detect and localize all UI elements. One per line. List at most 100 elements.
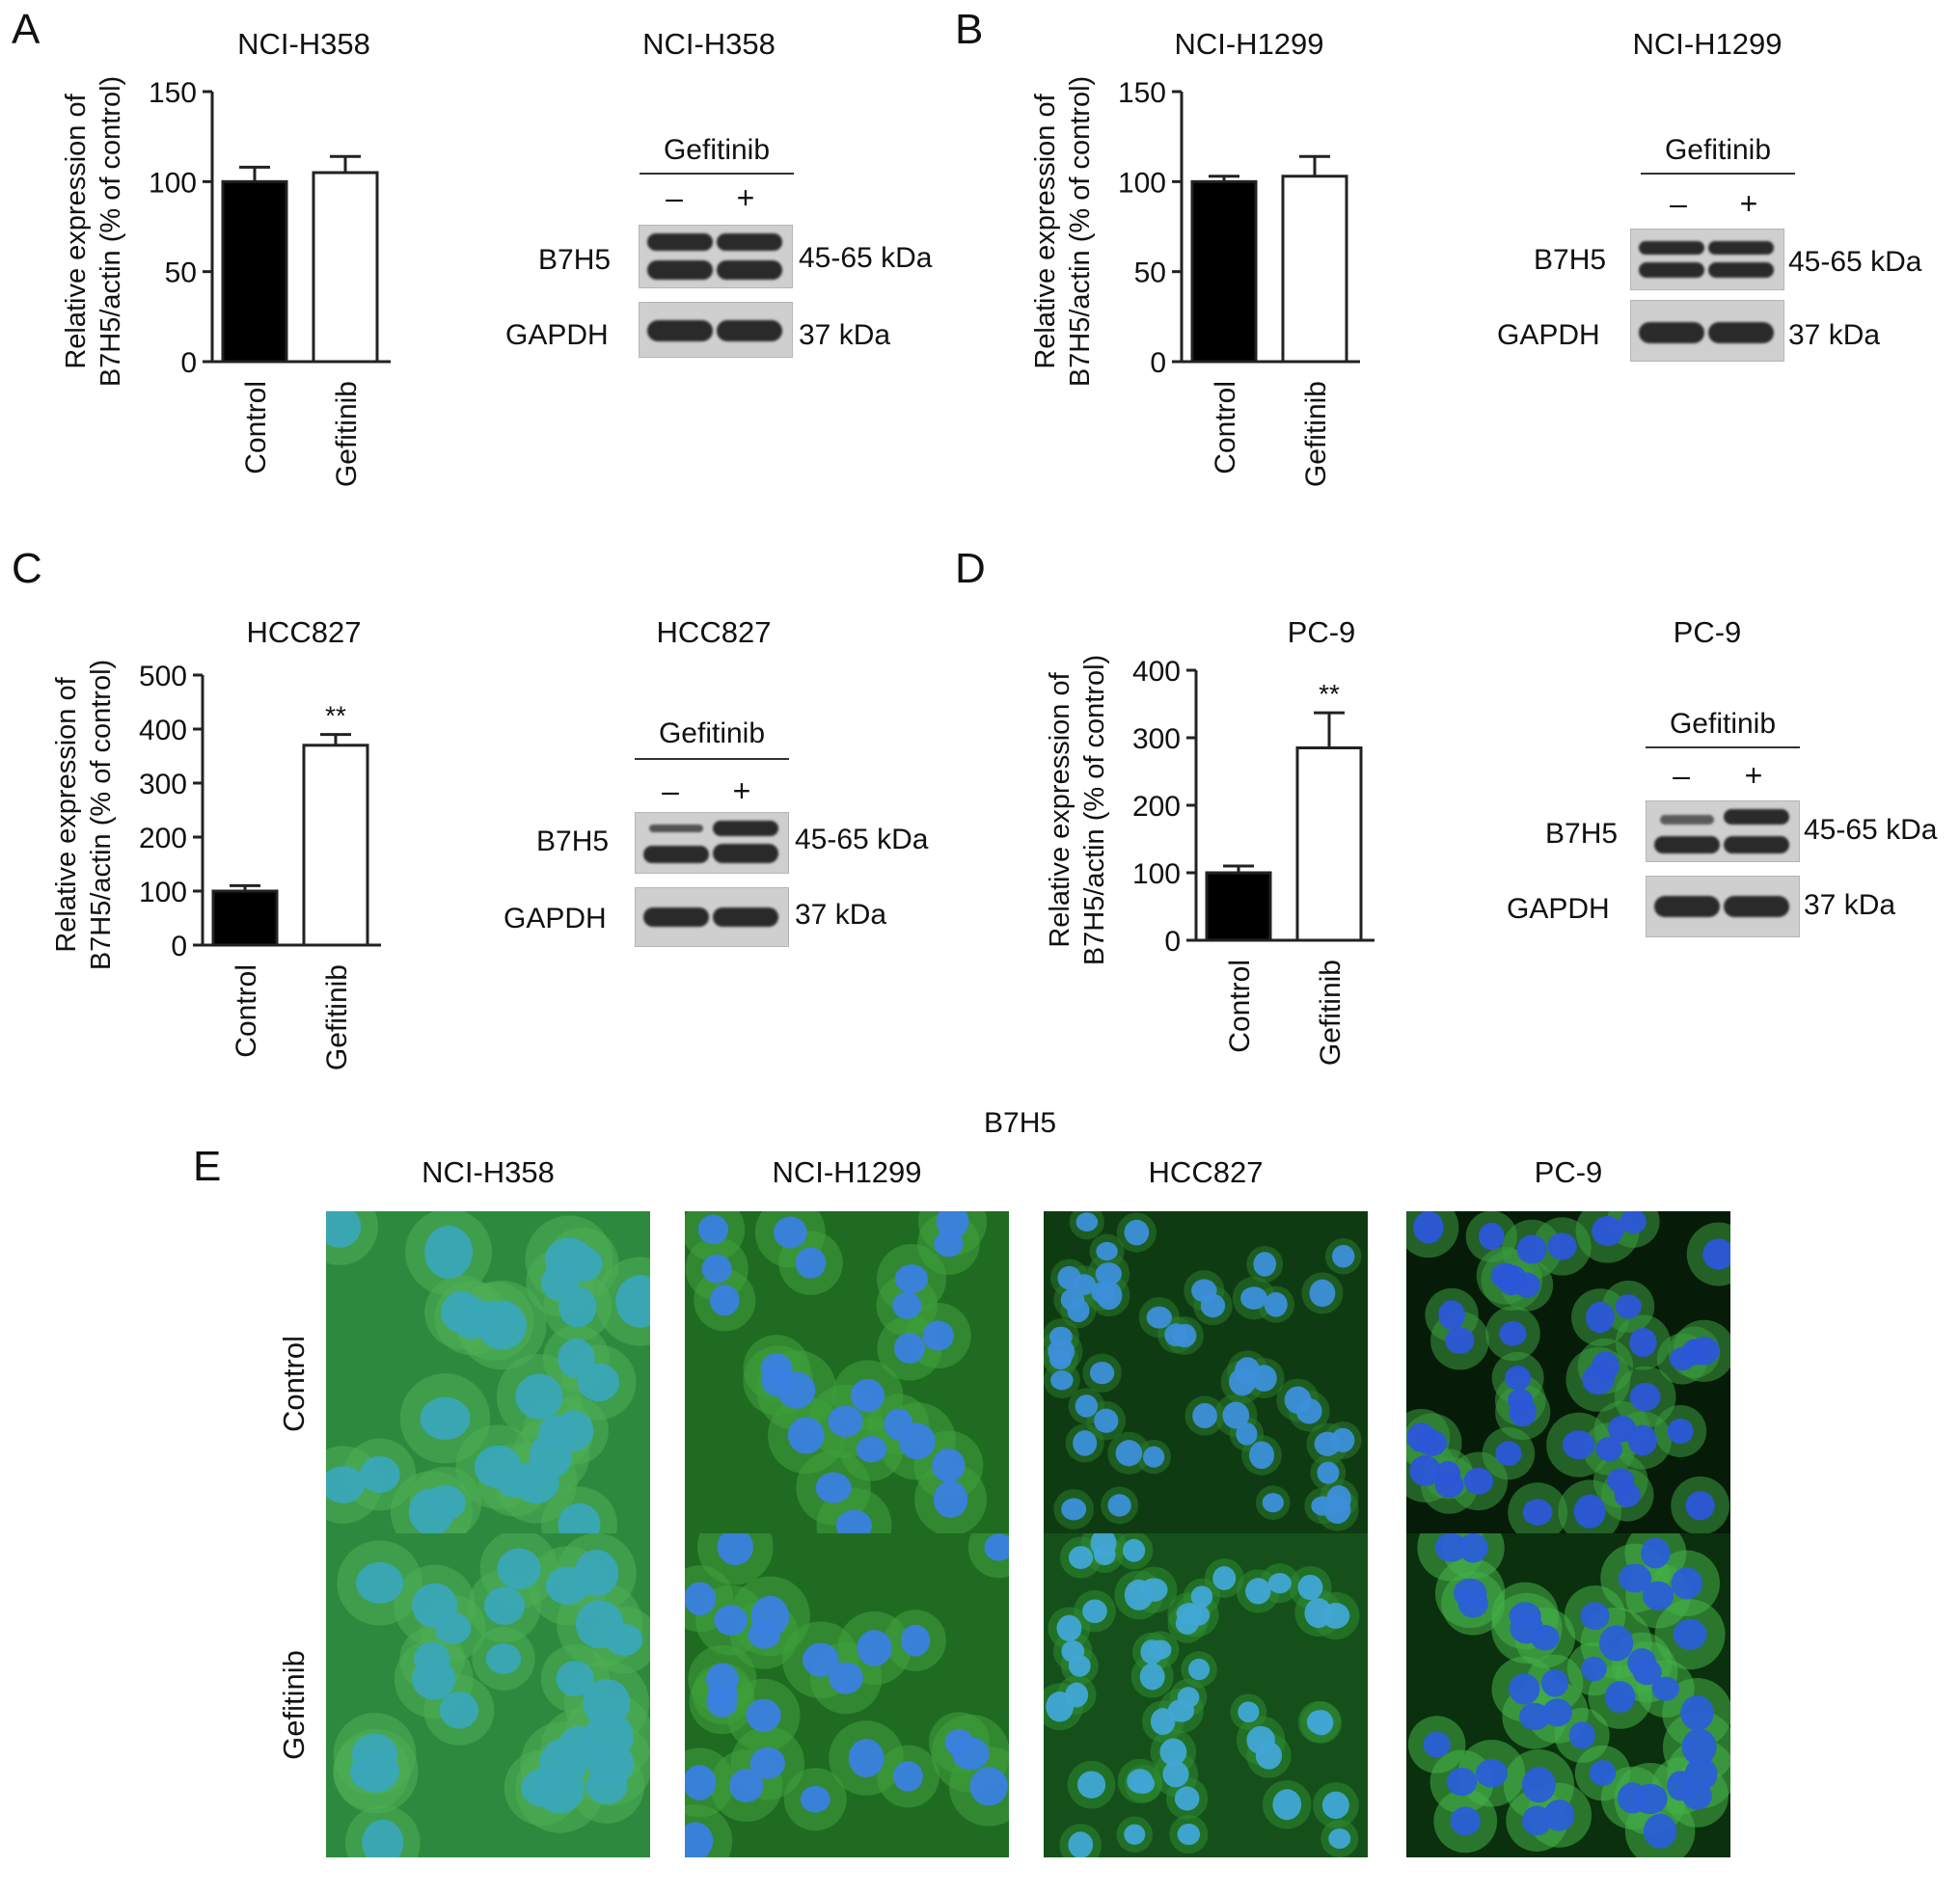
nucleus bbox=[1228, 1367, 1256, 1396]
y-tick-label: 100 bbox=[149, 167, 197, 199]
nucleus bbox=[1072, 1274, 1097, 1295]
western-blot-c: Gefitinib – + B7H5 45-65 kDa GAPDH 37 kD… bbox=[500, 716, 963, 957]
western-blot-b: Gefitinib – + B7H5 45-65 kDa GAPDH 37 kD… bbox=[1493, 130, 1956, 371]
nucleus bbox=[615, 1275, 650, 1328]
y-axis-label: B7H5/actin (% of control) bbox=[86, 660, 117, 970]
y-tick-label: 150 bbox=[1118, 77, 1166, 109]
b7h5-size-label: 45-65 kDa bbox=[795, 824, 929, 855]
nucleus bbox=[1140, 1578, 1168, 1602]
b7h5-blot-image bbox=[639, 225, 793, 288]
nucleus bbox=[717, 1533, 753, 1566]
gapdh-label: GAPDH bbox=[505, 319, 609, 351]
nucleus bbox=[857, 1630, 892, 1666]
treatment-label: Gefitinib bbox=[1669, 708, 1777, 740]
nucleus bbox=[1540, 1668, 1568, 1697]
chart-title-b: NCI-H1299 bbox=[1174, 27, 1324, 61]
gapdh-blot-image bbox=[635, 887, 789, 947]
b7h5-label: B7H5 bbox=[538, 244, 612, 276]
micrograph bbox=[685, 1211, 1009, 1535]
gapdh-size-label: 37 kDa bbox=[795, 899, 887, 931]
blot-title-c: HCC827 bbox=[656, 615, 772, 649]
nucleus bbox=[760, 1353, 793, 1384]
nucleus bbox=[1673, 1618, 1707, 1650]
nucleus bbox=[1089, 1362, 1115, 1385]
plus-sign: + bbox=[1739, 186, 1758, 221]
x-tick-label: Gefitinib bbox=[1300, 381, 1332, 487]
column-label-nci-h1299: NCI-H1299 bbox=[772, 1155, 922, 1189]
y-tick-label: 500 bbox=[139, 661, 187, 692]
nucleus bbox=[802, 1642, 839, 1677]
nucleus bbox=[515, 1373, 563, 1420]
nucleus bbox=[1267, 1573, 1292, 1594]
micrograph bbox=[1044, 1211, 1368, 1535]
nucleus bbox=[1311, 1496, 1334, 1516]
y-tick-label: 400 bbox=[1132, 656, 1181, 688]
y-tick-label: 100 bbox=[139, 877, 187, 908]
y-tick-label: 300 bbox=[139, 769, 187, 800]
nucleus bbox=[1445, 1327, 1475, 1354]
nucleus bbox=[922, 1320, 954, 1351]
bar-control bbox=[211, 889, 279, 947]
nucleus bbox=[1681, 1339, 1707, 1366]
x-tick-label: Control bbox=[1210, 381, 1241, 474]
nucleus bbox=[1132, 1773, 1156, 1794]
nucleus bbox=[1685, 1491, 1715, 1521]
western-blot-a: Gefitinib – + B7H5 45-65 kDa GAPDH 37 kD… bbox=[502, 130, 965, 371]
nucleus bbox=[969, 1767, 1008, 1806]
nucleus bbox=[1328, 1827, 1351, 1850]
nucleus bbox=[439, 1692, 479, 1729]
nucleus bbox=[1175, 1612, 1199, 1635]
nucleus bbox=[545, 1566, 590, 1605]
b7h5-size-label: 45-65 kDa bbox=[1804, 814, 1938, 846]
nucleus bbox=[424, 1226, 474, 1279]
nucleus bbox=[1671, 1567, 1703, 1600]
nucleus bbox=[1434, 1533, 1468, 1562]
nucleus bbox=[1096, 1241, 1118, 1261]
chart-title-d: PC-9 bbox=[1287, 615, 1356, 649]
nucleus bbox=[326, 1466, 366, 1503]
if-image-hcc827-control bbox=[1044, 1211, 1368, 1535]
micrograph bbox=[1406, 1211, 1730, 1535]
bar-chart-nci-h1299: 0 50 100 150 Relative expression of B7H5/acti… bbox=[1030, 76, 1360, 487]
significance-marker: ** bbox=[325, 701, 346, 731]
micrograph bbox=[1406, 1533, 1730, 1857]
nucleus bbox=[497, 1548, 541, 1590]
y-axis-label: B7H5/actin (% of control) bbox=[1065, 76, 1096, 387]
y-tick-label: 100 bbox=[1118, 167, 1166, 199]
nucleus bbox=[800, 1785, 830, 1813]
nucleus bbox=[685, 1765, 717, 1800]
y-tick-label: 300 bbox=[1132, 723, 1181, 755]
panel-letter-d: D bbox=[955, 545, 986, 592]
y-axis-label: Relative expression of bbox=[61, 93, 92, 368]
y-tick-label: 200 bbox=[139, 823, 187, 854]
nucleus bbox=[1159, 1738, 1187, 1766]
nucleus bbox=[1073, 1430, 1098, 1456]
nucleus bbox=[1096, 1281, 1123, 1311]
nucleus bbox=[558, 1502, 601, 1535]
column-label-nci-h358: NCI-H358 bbox=[422, 1155, 555, 1189]
nucleus bbox=[1406, 1422, 1436, 1452]
treatment-line bbox=[635, 758, 789, 760]
column-label-pc9: PC-9 bbox=[1534, 1155, 1603, 1189]
nucleus bbox=[1632, 1659, 1662, 1686]
if-image-nci-h358-control bbox=[326, 1211, 650, 1535]
nucleus bbox=[485, 1643, 522, 1674]
nucleus bbox=[944, 1728, 974, 1756]
nucleus bbox=[472, 1301, 517, 1341]
nucleus bbox=[685, 1582, 717, 1616]
nucleus bbox=[1262, 1493, 1284, 1513]
gapdh-blot-image bbox=[1630, 300, 1784, 362]
nucleus bbox=[1255, 1742, 1283, 1770]
nucleus bbox=[1620, 1211, 1647, 1234]
bar-chart-pc9: 0 100 200 300 400 Relative expression of B7H5/… bbox=[1045, 655, 1375, 1066]
nucleus bbox=[835, 1509, 873, 1535]
y-tick-label: 0 bbox=[171, 931, 187, 962]
nucleus bbox=[728, 1769, 764, 1802]
b7h5-blot-image bbox=[1646, 800, 1800, 862]
nucleus bbox=[1423, 1731, 1451, 1758]
nucleus bbox=[708, 1680, 738, 1708]
x-tick-label: Control bbox=[1224, 960, 1256, 1053]
nucleus bbox=[1046, 1692, 1074, 1722]
nucleus bbox=[1608, 1415, 1636, 1443]
nucleus bbox=[829, 1662, 863, 1694]
